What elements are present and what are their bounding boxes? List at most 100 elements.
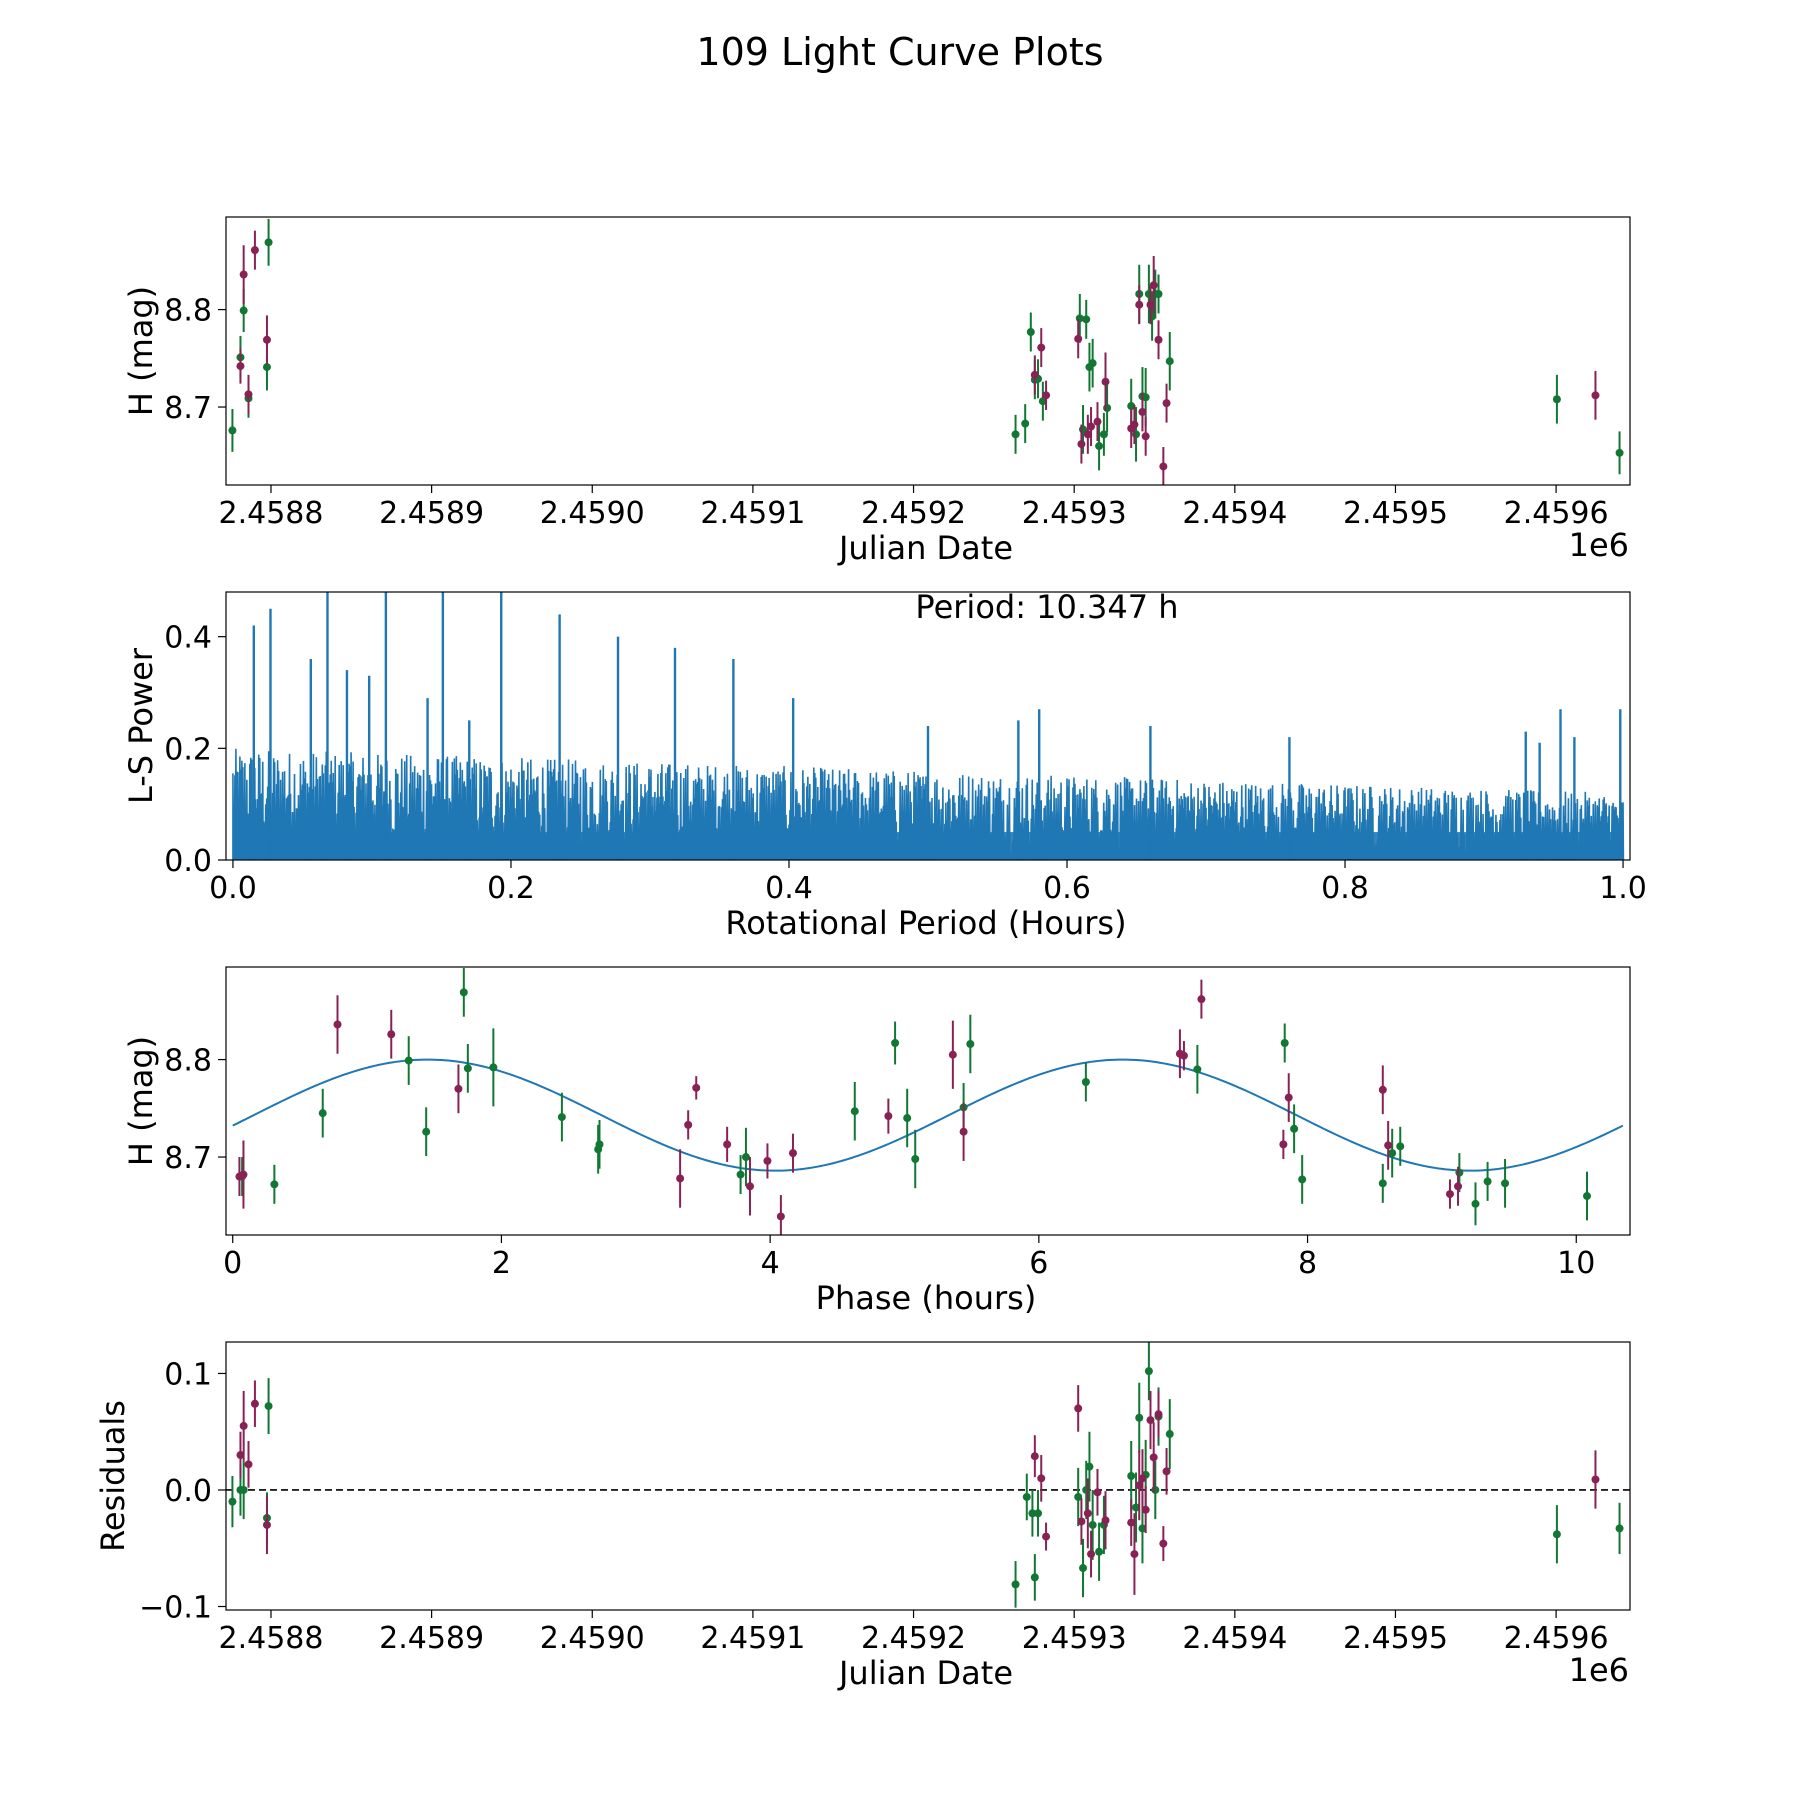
- x-tick-label: 2.4588: [218, 496, 323, 531]
- x-tick-label: 2.4590: [540, 1621, 645, 1656]
- purple-point: [1074, 334, 1083, 343]
- purple-point: [1087, 422, 1096, 431]
- y-tick-label: 0.4: [164, 621, 212, 656]
- purple-point: [948, 1050, 957, 1059]
- x-tick-label: 2.4589: [379, 1621, 484, 1656]
- green-point: [1298, 1175, 1307, 1184]
- lightcurve-ticks: 2.4588 2.4589 2.4590 2.4591 2.4592 2.4593 2.45…: [164, 294, 1608, 531]
- green-point: [270, 1180, 279, 1189]
- lightcurve-offset-label: 1e6: [1569, 526, 1629, 564]
- green-point: [1011, 1580, 1020, 1589]
- green-point: [1501, 1179, 1510, 1188]
- green-point: [1483, 1177, 1492, 1186]
- purple-point: [1138, 1474, 1147, 1483]
- residuals-ticks: 2.4588 2.4589 2.4590 2.4591 2.4592 2.4593 2.45…: [139, 1357, 1608, 1656]
- purple-point: [1101, 377, 1110, 386]
- purple-point: [236, 362, 245, 371]
- phased-ylabel: H (mag): [122, 1036, 160, 1166]
- green-point: [1138, 1524, 1147, 1533]
- periodogram-marks: [232, 592, 1625, 860]
- purple-point: [1159, 1539, 1168, 1548]
- green-point: [422, 1127, 431, 1136]
- phased-xlabel: Phase (hours): [816, 1279, 1037, 1317]
- green-point: [1290, 1124, 1299, 1133]
- purple-point: [1083, 1509, 1092, 1518]
- purple-point: [1083, 430, 1092, 439]
- purple-point: [1130, 420, 1139, 429]
- green-point: [459, 988, 468, 997]
- purple-point: [763, 1156, 772, 1165]
- green-point: [1034, 1509, 1043, 1518]
- y-tick-label: 0.0: [164, 1474, 212, 1509]
- green-point: [891, 1039, 900, 1048]
- purple-point: [676, 1174, 685, 1183]
- green-point: [903, 1114, 912, 1123]
- x-tick-label: 6: [1029, 1246, 1048, 1281]
- green-point: [1088, 1520, 1097, 1529]
- green-point: [1615, 448, 1624, 457]
- x-tick-label: 2.4594: [1182, 496, 1287, 531]
- green-point: [489, 1063, 498, 1072]
- model-curve: [232, 1058, 1624, 1172]
- purple-point: [1146, 300, 1155, 309]
- green-point: [1079, 1564, 1088, 1573]
- residuals-marks: [226, 1342, 1630, 1608]
- green-point: [264, 238, 273, 247]
- green-point: [1132, 1503, 1141, 1512]
- period-annotation: Period: 10.347 h: [915, 588, 1178, 626]
- green-point: [1396, 1142, 1405, 1151]
- purple-point: [1154, 335, 1163, 344]
- green-point: [1095, 442, 1104, 451]
- purple-point: [236, 1451, 245, 1460]
- green-point: [1022, 1492, 1031, 1501]
- purple-point: [239, 1421, 248, 1430]
- green-point: [911, 1154, 920, 1163]
- phased-frame: [225, 966, 1631, 1236]
- purple-point: [1037, 343, 1046, 352]
- green-point: [1552, 1530, 1561, 1539]
- green-point: [1103, 404, 1112, 413]
- lightcurve-ylabel: H (mag): [122, 286, 160, 416]
- purple-point: [776, 1212, 785, 1221]
- purple-point: [1146, 1416, 1155, 1425]
- purple-point: [1162, 1467, 1171, 1476]
- y-tick-label: 0.0: [164, 844, 212, 879]
- green-point: [557, 1113, 566, 1122]
- green-point: [1583, 1192, 1592, 1201]
- purple-point: [1149, 1453, 1158, 1462]
- green-point: [1165, 357, 1174, 366]
- residuals-frame: [225, 1341, 1631, 1611]
- purple-point: [1093, 417, 1102, 426]
- purple-point: [1445, 1190, 1454, 1199]
- green-point: [1144, 1367, 1153, 1376]
- purple-point: [1042, 1532, 1051, 1541]
- figure-title: 109 Light Curve Plots: [696, 30, 1103, 74]
- x-tick-label: 4: [761, 1246, 780, 1281]
- purple-point: [1030, 1452, 1039, 1461]
- x-tick-label: 2.4590: [540, 496, 645, 531]
- green-point: [264, 1402, 273, 1411]
- y-tick-label: 8.8: [164, 1044, 212, 1079]
- purple-point: [239, 1170, 248, 1179]
- purple-point: [244, 390, 253, 399]
- green-point: [1471, 1199, 1480, 1208]
- purple-point: [1077, 1517, 1086, 1526]
- purple-point: [454, 1084, 463, 1093]
- green-point: [1085, 1462, 1094, 1471]
- purple-point: [1149, 281, 1158, 290]
- green-point: [1388, 1149, 1397, 1158]
- green-point: [1165, 1430, 1174, 1439]
- green-point: [318, 1109, 327, 1118]
- purple-point: [1279, 1140, 1288, 1149]
- residuals-xlabel: Julian Date: [837, 1654, 1013, 1692]
- lightcurve-frame: [225, 216, 1631, 486]
- green-point: [1021, 419, 1030, 428]
- purple-point: [262, 1520, 271, 1529]
- purple-point: [1074, 1404, 1083, 1413]
- purple-point: [1284, 1093, 1293, 1102]
- green-point: [1095, 1547, 1104, 1556]
- x-tick-label: 10: [1557, 1246, 1595, 1281]
- green-point: [1026, 327, 1035, 336]
- purple-point: [1138, 407, 1147, 416]
